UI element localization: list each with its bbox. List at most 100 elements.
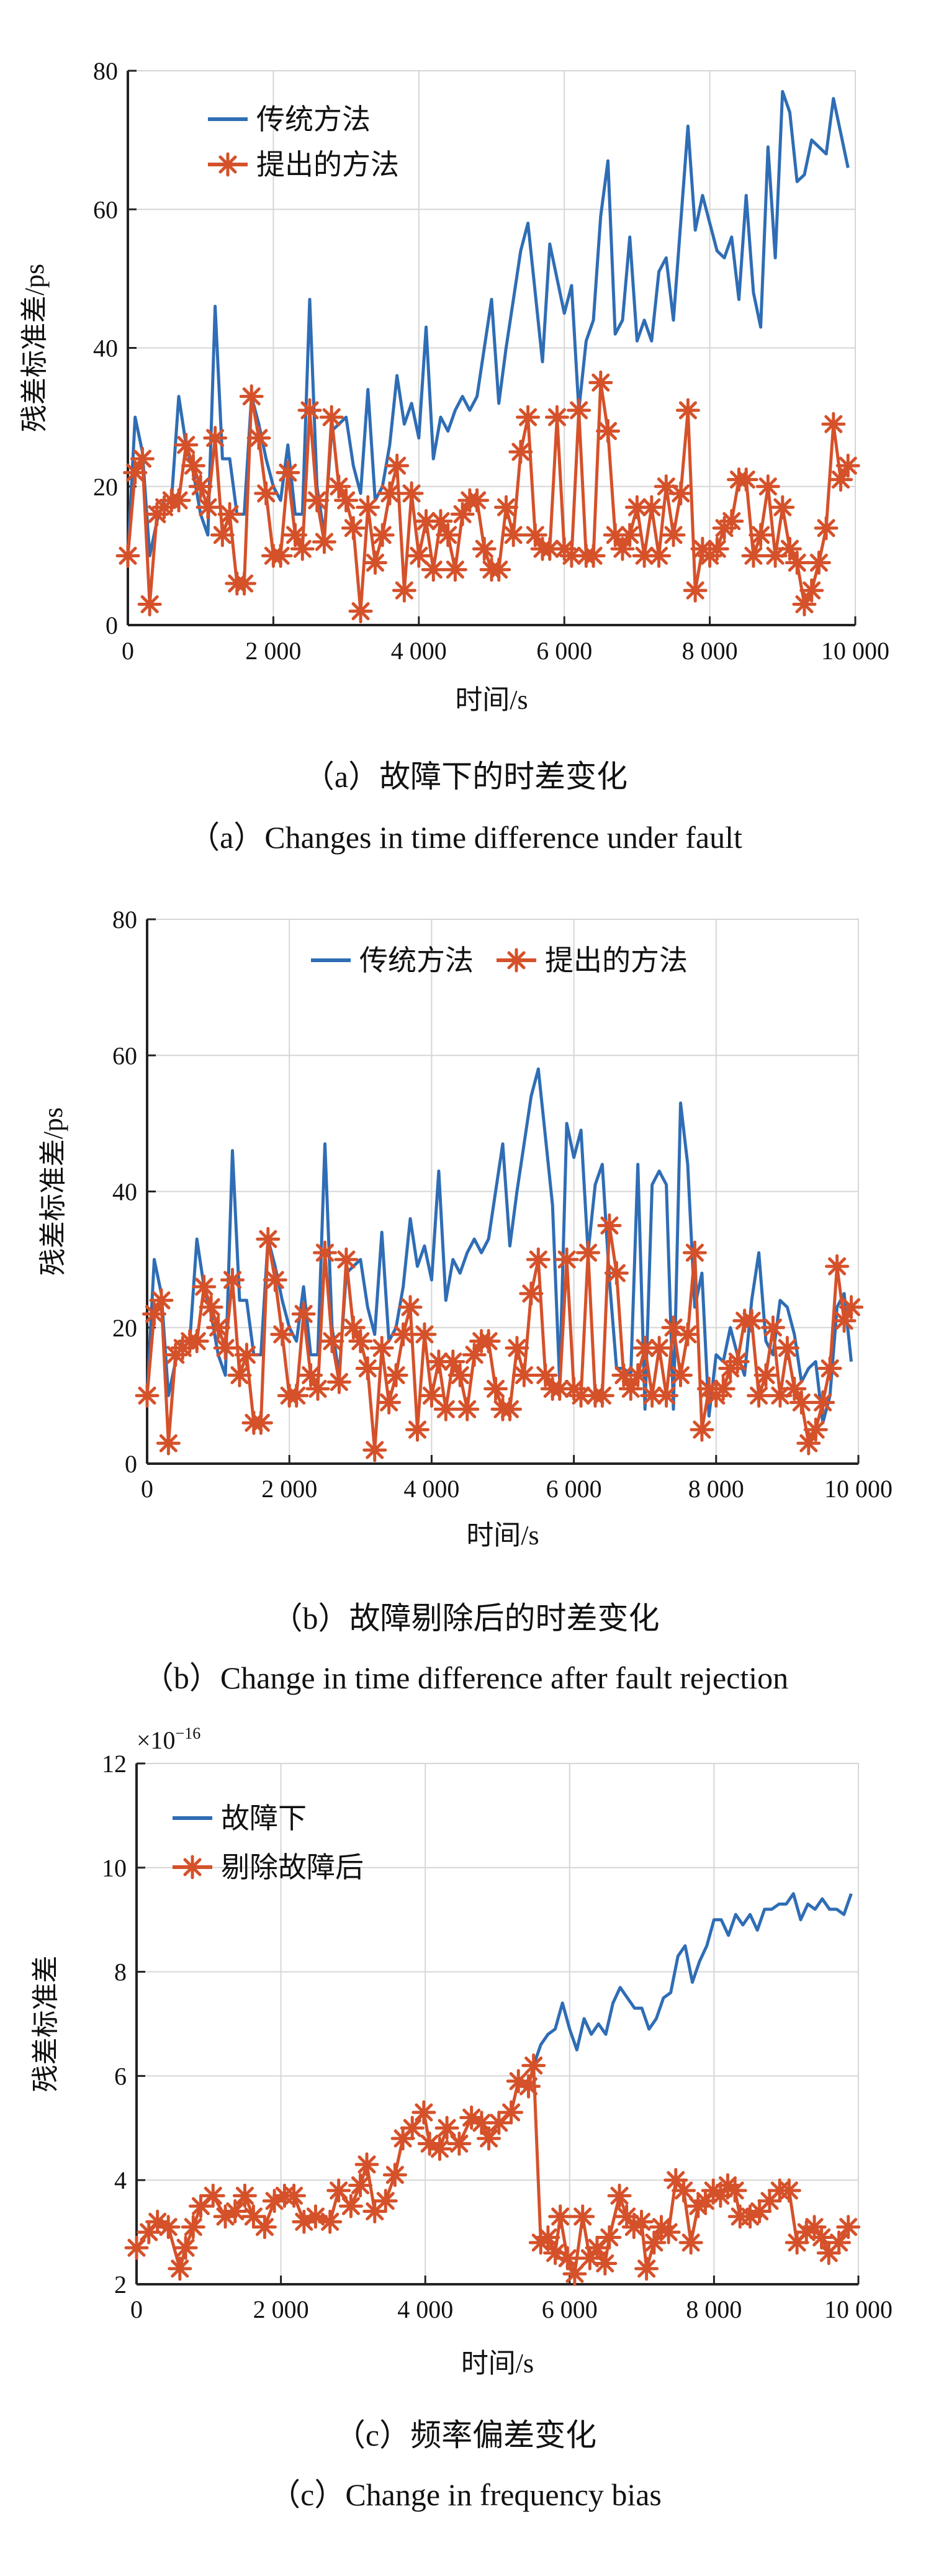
marker-spoke <box>230 1366 249 1385</box>
marker-spoke <box>708 539 726 558</box>
data-point-marker <box>166 488 191 513</box>
data-point-marker <box>785 551 809 575</box>
data-point-marker <box>256 1227 281 1251</box>
marker-spoke <box>778 1339 796 1358</box>
x-tick-label: 8 000 <box>682 637 738 665</box>
marker-spoke <box>250 429 268 448</box>
data-point-marker <box>232 571 257 596</box>
data-point-marker <box>554 1247 579 1272</box>
marker-spoke <box>627 498 646 516</box>
marker-spoke <box>337 1250 356 1269</box>
data-point-marker <box>604 1261 629 1286</box>
marker-spoke <box>637 2259 656 2278</box>
marker-spoke <box>479 1332 498 1351</box>
data-point-marker <box>590 1383 614 1408</box>
marker-spoke <box>828 1257 847 1276</box>
data-point-marker <box>663 2168 688 2192</box>
marker-spoke <box>600 2228 619 2247</box>
data-point-marker <box>836 2215 861 2240</box>
x-axis-title: 时间/s <box>455 685 528 715</box>
data-point-marker <box>188 474 213 499</box>
marker-spoke <box>607 1264 626 1282</box>
data-point-marker <box>448 1362 472 1387</box>
data-point-marker <box>384 1362 408 1387</box>
marker-spoke <box>169 491 188 510</box>
data-point-marker <box>711 1376 735 1401</box>
marker-spoke <box>351 1332 370 1351</box>
data-point-marker <box>690 1417 714 1442</box>
data-point-marker <box>284 1383 309 1408</box>
marker-spoke <box>199 498 217 516</box>
marker-spoke <box>580 2249 599 2268</box>
marker-spoke <box>380 1393 398 1412</box>
marker-spoke <box>835 1312 853 1330</box>
x-tick-label: 0 <box>130 2295 143 2323</box>
marker-spoke <box>266 1271 284 1289</box>
marker-spoke <box>771 1386 789 1405</box>
marker-spoke <box>133 449 151 468</box>
caption-chinese: （c）频率偏差变化 <box>335 2418 596 2452</box>
data-point-marker <box>678 2230 703 2255</box>
data-point-marker <box>303 2204 328 2229</box>
caption-chinese: （b）故障剔除后的时差变化 <box>272 1601 660 1636</box>
marker-spoke <box>438 2119 456 2137</box>
data-point-marker <box>355 1356 380 1381</box>
data-point-marker <box>722 2178 747 2203</box>
legend-label: 传统方法 <box>256 104 371 135</box>
marker-spoke <box>497 498 515 516</box>
marker-spoke <box>593 1386 611 1405</box>
marker-spoke <box>366 554 385 572</box>
marker-spoke <box>785 1379 804 1398</box>
series-baseline <box>532 1892 853 2066</box>
marker-spoke <box>465 1346 483 1364</box>
data-point-marker <box>356 495 380 520</box>
data-point-marker <box>789 1390 814 1415</box>
marker-spoke <box>159 2218 178 2236</box>
data-point-marker <box>184 1329 209 1354</box>
x-tick-label: 2 000 <box>261 1475 317 1503</box>
marker-spoke <box>416 512 436 531</box>
data-point-marker <box>348 599 373 624</box>
marker-spoke <box>757 1366 775 1385</box>
marker-spoke <box>678 401 697 420</box>
marker-spoke <box>330 1372 348 1391</box>
marker-spoke <box>788 554 806 572</box>
marker-spoke <box>242 387 261 406</box>
marker-spoke <box>376 2192 395 2210</box>
marker-spoke <box>226 2202 245 2221</box>
marker-spoke <box>315 533 333 551</box>
x-tick-label: 6 000 <box>546 1475 602 1503</box>
data-point-marker <box>526 1247 551 1272</box>
marker-spoke <box>446 561 464 579</box>
data-point-marker <box>385 453 410 478</box>
x-tick-label: 6 000 <box>542 2295 598 2323</box>
marker-spoke <box>176 2238 195 2257</box>
marker-spoke <box>547 408 567 426</box>
data-point-marker <box>672 2178 696 2203</box>
marker-spoke <box>606 526 624 544</box>
data-point-marker <box>392 578 416 603</box>
data-point-marker <box>618 523 642 547</box>
marker-spoke <box>799 1434 818 1452</box>
marker-spoke <box>358 1359 377 1378</box>
data-point-marker <box>270 1322 295 1347</box>
data-point-marker <box>427 2137 452 2161</box>
data-point-marker <box>827 2230 852 2255</box>
data-point-marker <box>206 1315 231 1340</box>
marker-spoke <box>657 477 675 496</box>
marker-spoke <box>685 1243 704 1262</box>
marker-spoke <box>415 1325 434 1344</box>
data-point-marker <box>829 467 853 492</box>
data-point-marker <box>704 536 729 561</box>
chart-b: 0 2 000 4 000 6 000 8 000 10 000 0 20 40 60 80 时间/s… <box>38 906 893 1551</box>
marker-spoke <box>750 1386 768 1405</box>
caption-english: （b）Change in time difference after fault… <box>143 1660 788 1695</box>
marker-spoke <box>728 1353 747 1371</box>
marker-spoke <box>664 1318 683 1337</box>
marker-spoke <box>507 951 526 970</box>
legend-label: 提出的方法 <box>545 945 688 976</box>
marker-spoke <box>551 2207 570 2226</box>
data-point-marker <box>654 1383 679 1408</box>
marker-spoke <box>322 408 341 426</box>
